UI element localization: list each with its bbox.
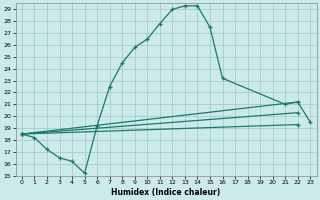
X-axis label: Humidex (Indice chaleur): Humidex (Indice chaleur) [111,188,221,197]
